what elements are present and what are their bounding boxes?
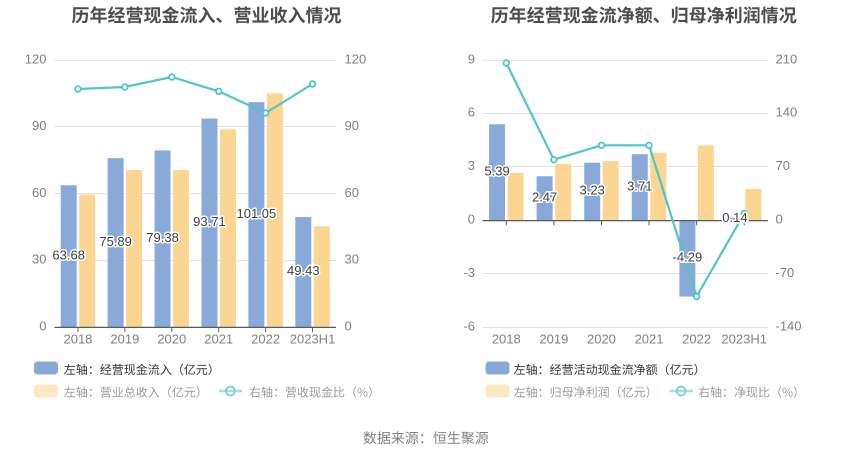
svg-text:49.43: 49.43 [287,263,320,278]
svg-text:-6: -6 [463,318,475,333]
svg-text:0.14: 0.14 [722,210,747,225]
svg-text:120: 120 [345,51,367,66]
svg-text:93.71: 93.71 [193,214,226,229]
svg-text:79.38: 79.38 [146,230,179,245]
svg-text:5.39: 5.39 [484,163,509,178]
svg-text:0: 0 [776,212,783,227]
svg-text:2023H1: 2023H1 [721,332,767,347]
svg-text:101.05: 101.05 [236,206,276,221]
svg-text:90: 90 [345,118,359,133]
svg-text:2022: 2022 [682,332,711,347]
svg-text:2019: 2019 [110,332,139,347]
svg-text:30: 30 [345,252,359,267]
svg-text:63.68: 63.68 [52,247,85,262]
svg-text:90: 90 [32,118,46,133]
svg-text:2022: 2022 [251,332,280,347]
svg-text:2019: 2019 [539,332,568,347]
svg-text:2020: 2020 [587,332,616,347]
svg-text:70: 70 [776,158,790,173]
svg-text:2021: 2021 [204,332,233,347]
svg-text:2018: 2018 [63,332,92,347]
svg-text:-4.29: -4.29 [673,250,703,265]
svg-text:-3: -3 [463,265,475,280]
svg-text:2021: 2021 [635,332,664,347]
svg-text:60: 60 [345,185,359,200]
svg-text:120: 120 [25,51,47,66]
svg-text:210: 210 [776,51,798,66]
svg-text:3.71: 3.71 [627,178,652,193]
svg-text:9: 9 [468,51,475,66]
svg-text:-140: -140 [776,318,802,333]
svg-text:0: 0 [468,212,475,227]
svg-text:0: 0 [39,318,46,333]
svg-text:2018: 2018 [492,332,521,347]
svg-text:2023H1: 2023H1 [290,332,336,347]
svg-text:6: 6 [468,105,475,120]
svg-text:0: 0 [345,318,352,333]
svg-text:2020: 2020 [157,332,186,347]
svg-text:75.89: 75.89 [99,234,132,249]
svg-text:60: 60 [32,185,46,200]
svg-text:30: 30 [32,252,46,267]
svg-text:140: 140 [776,105,798,120]
svg-text:3: 3 [468,158,475,173]
svg-text:-70: -70 [776,265,795,280]
svg-text:2.47: 2.47 [532,189,557,204]
svg-text:3.23: 3.23 [580,183,605,198]
